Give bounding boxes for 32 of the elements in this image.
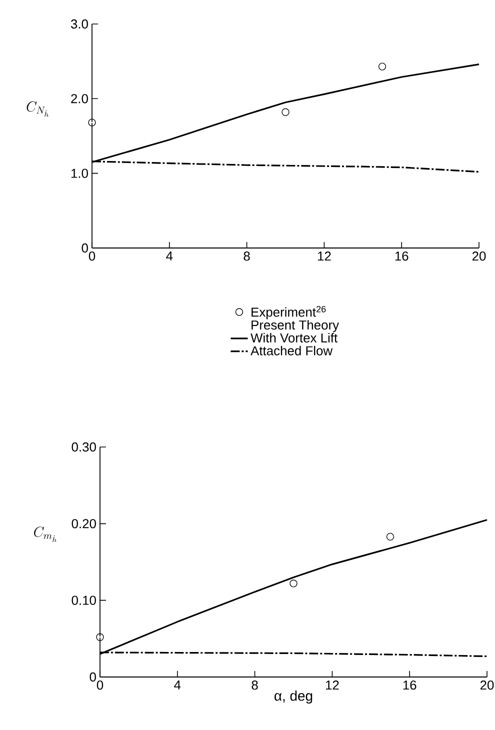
x-tick-label: 4: [166, 252, 173, 260]
y-tick-label: 1.0: [71, 168, 88, 178]
x-tick-label: 16: [395, 252, 408, 261]
x-tick-label: 20: [472, 252, 486, 261]
y-tick-label: 0.30: [72, 442, 96, 452]
legend-label: Attached Flow: [250, 346, 333, 356]
y-tick-label: 0: [90, 672, 96, 682]
y-tick-label: 3.0: [70, 19, 88, 29]
x-tick-label: 8: [244, 252, 250, 261]
point: [386, 532, 394, 541]
y-tick-label: 0.10: [72, 596, 96, 605]
y-tick-label: 2.0: [71, 94, 88, 104]
legend-label: With Vortex Lift: [250, 332, 338, 342]
y-tick-label: 0.20: [72, 519, 96, 528]
x-axis-title: α, deg: [274, 690, 312, 704]
x-tick-label: 8: [252, 680, 258, 690]
x-tick-label: 0: [96, 680, 104, 690]
point: [96, 633, 104, 641]
point: [290, 580, 298, 588]
y-tick-label: 0: [82, 243, 88, 253]
x-tick-label: 4: [174, 680, 181, 690]
point: [88, 118, 96, 126]
y-axis-title: $C_{m_{\dot{h}}}$: [34, 526, 56, 542]
x-tick-label: 12: [326, 680, 339, 690]
point: [378, 62, 386, 70]
legend-label: Experiment$^{26}$: [252, 306, 326, 320]
x-tick-label: 16: [403, 680, 416, 690]
point: [282, 108, 290, 116]
x-tick-label: 20: [480, 680, 494, 690]
y-axis-title: $C_{N_{\dot{h}}}$: [26, 101, 48, 117]
x-tick-label: 12: [318, 252, 331, 261]
text: Present Theory: [252, 320, 340, 332]
